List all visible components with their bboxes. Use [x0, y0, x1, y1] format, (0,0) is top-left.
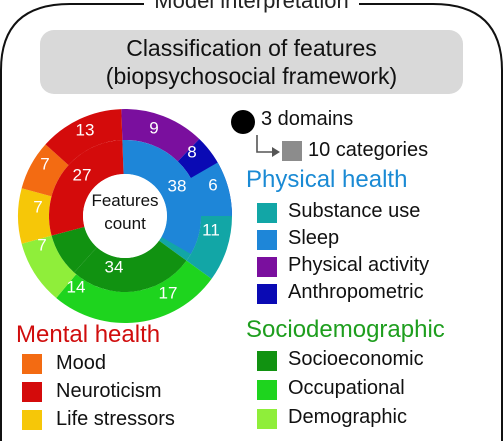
legend-physical-activity: Physical activity [288, 254, 430, 276]
physical-health-title: Physical health [246, 166, 408, 193]
legend-neuroticism: Neuroticism [56, 380, 162, 402]
classification-title-line2: (biopsychosocial framework) [105, 63, 398, 89]
donut-center-hole [83, 174, 167, 258]
segment-sleep-wide [161, 162, 232, 216]
label-life-stressors-b: 7 [33, 197, 42, 216]
segment-life-stressors-outer [18, 188, 52, 244]
legend-substance-use: Substance use [288, 200, 421, 222]
arrow-icon [256, 135, 280, 157]
legend-sleep: Sleep [288, 227, 340, 249]
swatch-sleep [257, 230, 277, 250]
sociodemographic-title: Sociodemographic [246, 316, 445, 343]
swatch-neuroticism [22, 382, 42, 402]
swatch-demographic [257, 409, 277, 429]
label-occupational: 17 [159, 283, 178, 302]
legend-life-stressors: Life stressors [56, 408, 175, 430]
categories-label: 10 categories [308, 139, 429, 161]
swatch-occupational [257, 380, 277, 400]
legend-socioeconomic: Socioeconomic [288, 348, 424, 370]
label-substance-use: 11 [202, 220, 220, 239]
segment-mood-outer [21, 144, 69, 197]
legend-demographic: Demographic [288, 406, 407, 428]
legend-mood: Mood [56, 352, 107, 374]
classification-box [40, 30, 463, 94]
center-label-line2: count [104, 214, 146, 233]
header-title: Model interpretation [0, 0, 503, 14]
segment-neuroticism-outer [45, 109, 123, 166]
label-sleep-inner: 38 [168, 176, 187, 195]
legend-occupational: Occupational [288, 377, 405, 399]
header-title-text: Model interpretation [144, 0, 359, 13]
label-anthropometric: 8 [187, 142, 196, 161]
label-sleep-outer: 6 [208, 175, 217, 194]
label-demographic: 14 [67, 277, 86, 296]
category-square-icon [282, 141, 302, 161]
swatch-anthropometric [257, 284, 277, 304]
label-neuroticism-outer: 13 [76, 120, 95, 139]
domain-dot-icon [231, 110, 255, 134]
label-neuroticism-inner: 27 [73, 165, 92, 184]
swatch-life-stressors [22, 410, 42, 430]
label-socioeconomic: 34 [105, 257, 124, 276]
swatch-socioeconomic [257, 351, 277, 371]
segment-socioeconomic-inner-b [51, 226, 97, 273]
swatch-mood [22, 354, 42, 374]
legend-anthropometric: Anthropometric [288, 281, 424, 303]
center-label-line1: Features [91, 191, 158, 210]
segment-neuroticism-inner [48, 140, 124, 236]
label-physical-activity: 9 [149, 118, 158, 137]
segment-substance-use-outer [186, 216, 232, 279]
label-mood: 7 [40, 154, 49, 173]
domains-label: 3 domains [261, 108, 354, 130]
segment-physical-activity-outer [121, 108, 200, 162]
segment-occupational-outer [56, 260, 212, 323]
classification-title-line1: Classification of features [126, 35, 377, 61]
mental-health-title: Mental health [16, 321, 161, 348]
segment-sleep-lower [161, 216, 201, 254]
swatch-substance-use [257, 203, 277, 223]
segment-demographic-outer [21, 235, 77, 298]
segment-socioeconomic-inner [74, 240, 187, 292]
swatch-physical-activity [257, 257, 277, 277]
label-life-stressors-a: 7 [37, 235, 46, 254]
